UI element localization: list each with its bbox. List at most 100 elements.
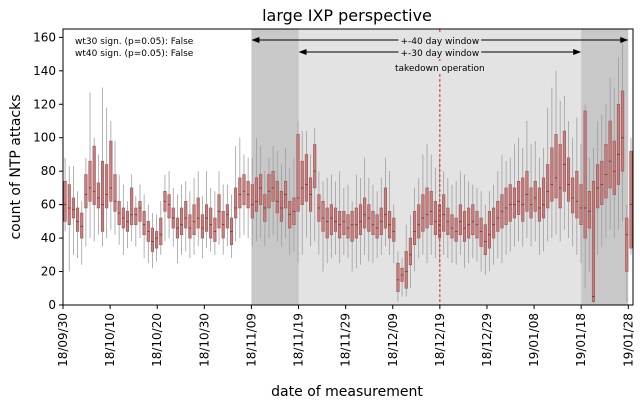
box-13 <box>117 174 121 245</box>
box-124 <box>579 144 583 264</box>
box-76 <box>379 177 383 255</box>
box-iqr <box>350 211 354 242</box>
box-44 <box>246 157 250 239</box>
box-iqr <box>234 187 238 219</box>
y-tick-label: 0 <box>48 298 56 312</box>
box-iqr <box>105 164 109 209</box>
box-iqr <box>200 214 204 239</box>
box-24 <box>163 174 167 242</box>
box-iqr <box>63 180 67 222</box>
box-iqr <box>184 201 188 229</box>
box-104 <box>496 171 500 259</box>
window30-label-bg <box>398 46 482 58</box>
box-iqr <box>483 224 487 256</box>
box-134 <box>621 37 625 222</box>
box-iqr <box>271 170 275 202</box>
box-2 <box>71 166 75 255</box>
box-4 <box>80 201 84 265</box>
x-axis-label: date of measurement <box>271 384 423 400</box>
box-86 <box>421 154 425 255</box>
box-116 <box>546 107 550 242</box>
x-tick-label: 19/01/08 <box>527 313 541 367</box>
x-tick-label: 18/11/09 <box>244 313 258 367</box>
box-iqr <box>575 170 579 219</box>
box-iqr <box>625 217 629 272</box>
box-82 <box>404 224 408 297</box>
box-71 <box>358 177 363 265</box>
box-63 <box>325 177 329 264</box>
box-34 <box>205 171 209 249</box>
box-iqr <box>279 191 283 222</box>
box-iqr <box>250 184 254 219</box>
window40-arrow-left-head <box>251 37 260 43</box>
box-iqr <box>254 177 259 212</box>
box-iqr <box>225 204 229 229</box>
box-48 <box>263 171 267 247</box>
box-iqr <box>517 180 521 215</box>
box-iqr <box>433 201 437 235</box>
box-iqr <box>88 160 92 202</box>
box-92 <box>446 177 450 259</box>
box-66 <box>338 171 342 264</box>
box-iqr <box>558 144 562 209</box>
box-iqr <box>533 180 537 212</box>
window40-label: +-40 day window <box>401 37 480 47</box>
x-tick-label: 18/12/19 <box>433 313 447 367</box>
box-113 <box>533 141 537 242</box>
box-iqr <box>142 211 146 235</box>
box-103 <box>492 184 496 265</box>
box-iqr <box>621 90 625 172</box>
box-iqr <box>325 207 329 239</box>
box-50 <box>271 146 275 235</box>
box-33 <box>200 196 204 259</box>
box-iqr <box>213 217 217 242</box>
plot-frame <box>62 28 634 306</box>
chart-title: large IXP perspective <box>262 6 432 25</box>
box-64 <box>329 174 333 259</box>
box-95 <box>458 171 462 255</box>
x-tick-label: 18/11/29 <box>339 313 353 367</box>
box-127 <box>591 147 596 304</box>
box-iqr <box>188 214 192 239</box>
box-30 <box>188 191 192 259</box>
box-100 <box>479 191 483 272</box>
box-125 <box>583 104 587 289</box>
box-iqr <box>80 212 84 239</box>
box-iqr <box>492 207 496 239</box>
box-8 <box>96 154 100 235</box>
box-43 <box>242 154 246 235</box>
box-77 <box>383 157 387 247</box>
box-iqr <box>100 160 105 232</box>
box-iqr <box>591 180 596 302</box>
box-101 <box>483 204 487 275</box>
box-iqr <box>209 207 213 239</box>
box-iqr <box>462 211 467 242</box>
box-iqr <box>159 217 163 246</box>
box-9 <box>100 87 105 247</box>
box-135 <box>625 204 629 302</box>
box-iqr <box>242 174 246 205</box>
box-iqr <box>508 184 512 222</box>
box-47 <box>259 146 263 239</box>
x-tick-label: 18/12/09 <box>386 313 400 367</box>
box-80 <box>396 251 400 302</box>
box-57 <box>300 131 304 255</box>
box-iqr <box>396 262 400 292</box>
box-iqr <box>542 177 546 219</box>
box-iqr <box>76 207 80 232</box>
box-112 <box>529 144 533 247</box>
x-tick-label: 18/11/19 <box>292 313 306 367</box>
y-tick-label: 100 <box>33 131 56 145</box>
box-121 <box>566 121 571 239</box>
window30-label: +-30 day window <box>401 49 480 59</box>
box-iqr <box>84 174 88 209</box>
box-119 <box>558 100 562 242</box>
x-tick-label: 18/10/20 <box>150 313 164 367</box>
box-21 <box>150 213 154 269</box>
box-iqr <box>196 197 200 229</box>
box-87 <box>425 144 429 264</box>
box-89 <box>433 167 437 259</box>
box-41 <box>234 146 238 242</box>
box-iqr <box>150 227 154 252</box>
box-29 <box>184 181 188 252</box>
